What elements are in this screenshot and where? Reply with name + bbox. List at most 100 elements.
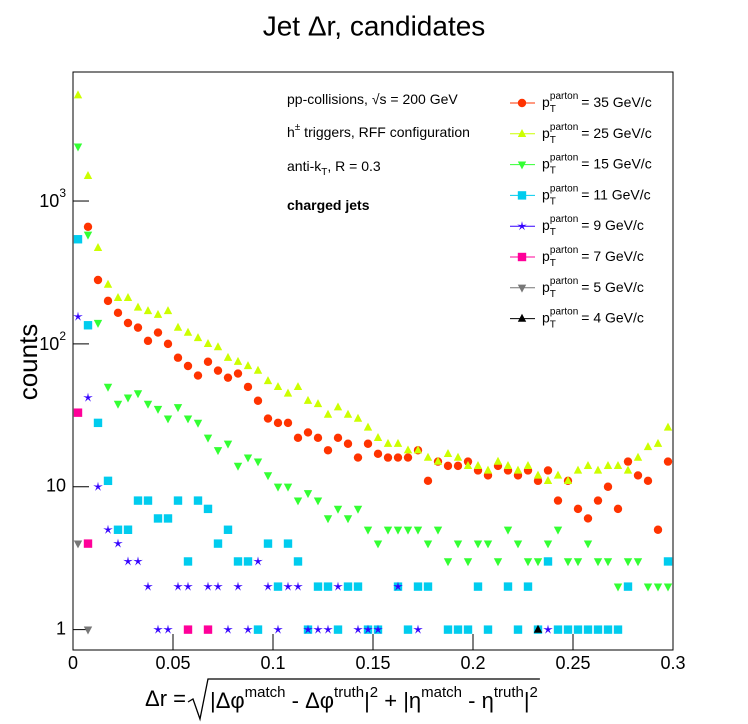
x-axis-label: |Δφmatch - Δφtruth|2 + |ηmatch - ηtruth|… (210, 684, 538, 713)
data-point (133, 390, 143, 399)
data-point (413, 582, 423, 591)
data-point (293, 557, 303, 566)
data-point (103, 296, 113, 306)
data-point (83, 539, 93, 548)
annotation: charged jets (287, 197, 370, 213)
data-point (83, 626, 93, 635)
data-point (283, 581, 293, 591)
legend-sub: T (550, 196, 556, 207)
legend-name: = 25 GeV/c (581, 125, 651, 141)
data-point (513, 625, 523, 634)
y-tick-exponent: 3 (59, 186, 66, 200)
data-point (173, 581, 183, 591)
data-point (143, 496, 153, 505)
data-point (103, 383, 113, 392)
data-point (93, 418, 103, 428)
data-point (533, 470, 543, 479)
data-point (233, 369, 243, 378)
data-point (83, 321, 93, 330)
data-point (513, 540, 523, 549)
annotation-part: pp-collisions, √s = 200 GeV (287, 91, 458, 107)
data-point (183, 361, 193, 371)
legend-label: pTparton = 15 GeV/c (542, 152, 652, 176)
data-point (223, 624, 233, 634)
data-point (153, 405, 163, 414)
legend-name: = 5 GeV/c (581, 279, 644, 295)
data-point (473, 540, 483, 549)
data-point (243, 382, 253, 392)
data-point (163, 514, 173, 523)
data-point (573, 465, 583, 474)
legend-sub: T (550, 134, 556, 145)
data-point (333, 505, 343, 514)
data-point (263, 472, 273, 481)
data-point (213, 366, 223, 375)
data-point (403, 453, 413, 462)
data-point (453, 452, 463, 461)
data-point (653, 438, 663, 447)
data-point (153, 309, 163, 318)
data-point (303, 395, 313, 404)
data-point (273, 582, 283, 591)
data-point (113, 538, 123, 548)
data-point (223, 525, 233, 534)
legend-name: = 4 GeV/c (581, 309, 644, 325)
data-point (593, 496, 603, 505)
x-axis-label: Δr = (145, 686, 186, 711)
legend-base: p (542, 94, 550, 110)
data-point (343, 582, 353, 591)
data-point (443, 558, 453, 567)
data-point (463, 461, 473, 470)
data-point (133, 302, 143, 311)
data-point (333, 581, 343, 591)
data-point (633, 558, 643, 567)
x-axis-label-part: 2 (370, 684, 378, 701)
data-point (363, 624, 373, 634)
data-point (443, 448, 453, 457)
data-point (373, 449, 383, 459)
data-point (373, 540, 383, 549)
data-point (153, 624, 163, 634)
data-point (323, 409, 333, 418)
data-point (153, 514, 163, 523)
legend-base: p (542, 279, 550, 295)
data-point (253, 556, 263, 566)
data-point (533, 476, 543, 486)
data-point (93, 275, 103, 285)
legend-sup: parton (550, 121, 578, 132)
data-point (533, 558, 543, 567)
data-point (283, 418, 293, 428)
data-point (303, 490, 313, 499)
data-point (563, 476, 573, 484)
x-axis-label-part: - η (462, 688, 494, 713)
data-point (603, 482, 613, 491)
data-point (613, 461, 623, 470)
data-point (263, 581, 273, 591)
data-point (133, 496, 143, 505)
data-point (203, 581, 213, 591)
x-tick-label: 0.3 (660, 653, 685, 673)
legend-marker (517, 313, 527, 322)
data-point (73, 408, 83, 417)
x-axis-label-part: match (421, 684, 462, 701)
data-point (503, 526, 513, 535)
data-point (523, 558, 533, 567)
data-point (653, 583, 663, 592)
data-point (283, 539, 293, 548)
legend-marker (517, 128, 527, 137)
x-axis-label-part: - Δφ (286, 688, 335, 713)
y-tick-label: 1 (56, 618, 66, 638)
annotation-part: T (321, 167, 327, 178)
data-point (473, 582, 483, 591)
data-point (253, 365, 263, 374)
data-point (553, 526, 563, 535)
y-tick-base: 10 (39, 334, 59, 354)
legend-name: = 7 GeV/c (581, 248, 644, 264)
data-point (393, 581, 403, 591)
data-point (543, 540, 553, 549)
legend-marker (517, 161, 527, 170)
data-point (253, 458, 263, 467)
data-point (203, 357, 213, 366)
annotation-part: h (287, 124, 295, 140)
